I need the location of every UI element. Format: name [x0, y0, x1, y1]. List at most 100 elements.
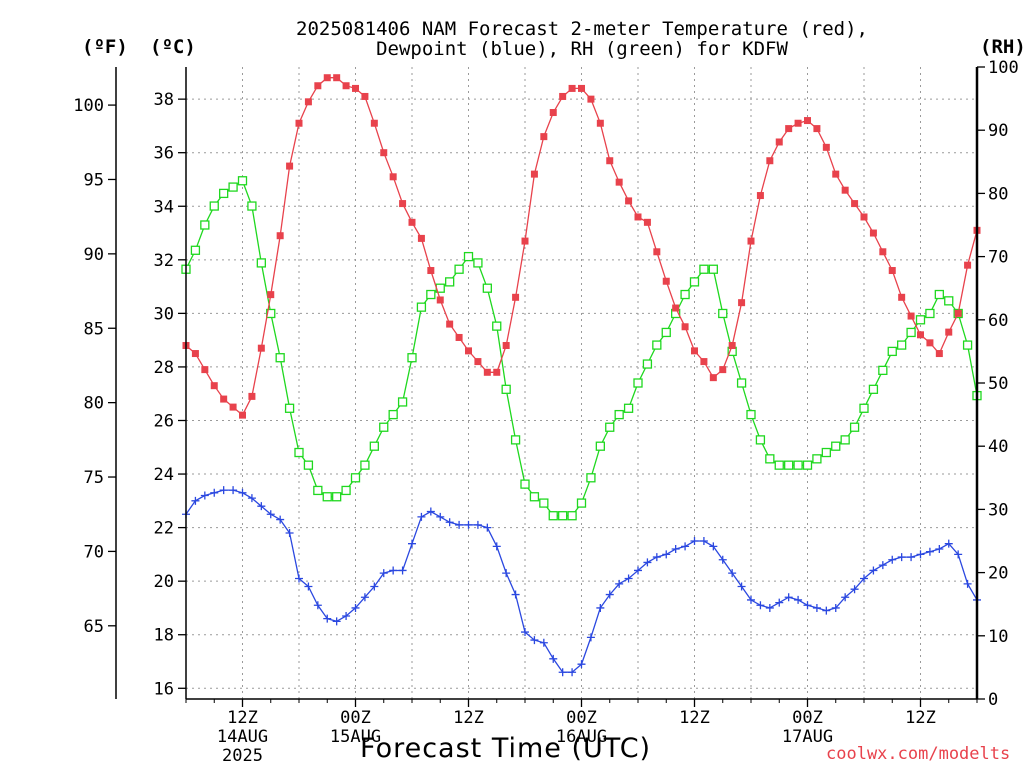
rh-point	[294, 447, 304, 458]
rh-tick-label: 60	[988, 311, 1008, 331]
celsius-tick-label: 38	[154, 90, 174, 110]
dewpoint-point	[737, 582, 746, 591]
x-date-label: 15AUG	[330, 727, 381, 747]
series-layer	[181, 74, 982, 677]
dewpoint-point	[860, 574, 868, 583]
credit-link[interactable]: coolwx.com/modelts	[826, 744, 1011, 764]
dewpoint-point	[483, 523, 492, 532]
temperature-point	[370, 119, 378, 127]
dewpoint-point	[417, 512, 426, 521]
temperature-point	[700, 358, 708, 366]
rh-point	[765, 454, 775, 464]
temperature-point	[549, 109, 557, 117]
dewpoint-point	[398, 566, 407, 575]
temperature-point	[653, 248, 661, 256]
dewpoint-point	[304, 582, 313, 591]
dewpoint-point	[577, 660, 586, 669]
rh-tick-label: 50	[988, 374, 1008, 394]
dewpoint-point	[878, 561, 887, 570]
rh-tick-label: 30	[988, 500, 1008, 520]
rh-point	[510, 435, 521, 445]
rh-point	[529, 492, 540, 502]
rh-point	[944, 296, 954, 306]
celsius-tick-label: 16	[154, 679, 174, 699]
celsius-tick-label: 32	[154, 251, 174, 271]
rh-tick-label: 10	[988, 627, 1008, 647]
rh-point	[200, 220, 210, 230]
dewpoint-point	[831, 603, 840, 612]
rh-point	[831, 441, 841, 451]
dewpoint-point	[539, 638, 548, 647]
temperature-point	[606, 157, 614, 165]
rh-point	[887, 346, 897, 357]
rh-point	[878, 365, 888, 376]
temperature-point	[257, 344, 265, 352]
temperature-point	[643, 218, 651, 226]
temperature-point	[634, 213, 642, 221]
dewpoint-point	[332, 617, 341, 626]
dewpoint-point	[200, 491, 209, 500]
rh-tick-label: 90	[988, 121, 1008, 141]
rh-tick-label: 80	[988, 184, 1008, 204]
dewpoint-point	[944, 539, 953, 548]
rh-point	[416, 302, 427, 312]
rh-point	[567, 511, 577, 521]
temperature-point	[738, 299, 746, 307]
temperature-point	[709, 374, 717, 382]
temperature-point	[220, 395, 228, 403]
temperature-point	[766, 157, 774, 165]
dewpoint-point	[803, 601, 812, 610]
rh-point	[784, 460, 794, 470]
rh-point	[586, 473, 596, 483]
temperature-point	[276, 232, 284, 240]
dewpoint-point	[379, 569, 388, 578]
rh-point	[708, 264, 718, 274]
x-date-label: 14AUG	[217, 727, 268, 747]
dewpoint-point	[728, 569, 737, 578]
dewpoint-point	[888, 555, 897, 564]
rh-point	[492, 321, 502, 331]
dewpoint-point	[502, 569, 511, 578]
rh-point	[699, 264, 709, 274]
temperature-point	[851, 200, 859, 208]
dewpoint-point	[285, 528, 294, 537]
temperature-point	[728, 342, 736, 350]
rh-tick-label: 40	[988, 437, 1008, 457]
dewpoint-point	[643, 558, 652, 567]
celsius-tick-label: 36	[154, 144, 174, 164]
x-tick-label: 00Z	[792, 708, 823, 728]
grid-lines	[185, 67, 978, 699]
temperature-point	[512, 293, 520, 301]
rh-point	[228, 182, 238, 192]
temperature-point	[408, 218, 416, 226]
temperature-point	[587, 95, 595, 103]
rh-point	[369, 441, 379, 451]
temperature-point	[559, 92, 567, 100]
rh-point	[868, 384, 879, 394]
temperature-point	[691, 347, 698, 355]
temperature-point	[446, 320, 454, 328]
rh-point	[463, 251, 474, 262]
dewpoint-point	[869, 566, 878, 575]
rh-point	[802, 460, 813, 470]
dewpoint-point	[690, 537, 699, 545]
dewpoint-point	[323, 614, 332, 623]
temperature-point	[879, 248, 887, 256]
temperature-point	[785, 125, 793, 133]
temperature-point	[286, 162, 294, 170]
dewpoint-point	[295, 574, 303, 583]
fahrenheit-tick-label: 80	[84, 394, 104, 414]
dewpoint-point	[784, 593, 793, 602]
dewpoint-point	[709, 542, 718, 551]
temperature-point	[662, 277, 670, 285]
rh-point	[689, 277, 700, 287]
rh-point	[341, 485, 351, 496]
temperature-point	[417, 234, 425, 242]
x-year-label: 2025	[222, 746, 263, 766]
rh-point	[284, 403, 295, 413]
rh-point	[313, 485, 323, 496]
rh-point	[209, 201, 219, 211]
temperature-point	[474, 358, 482, 366]
rh-point	[558, 511, 568, 521]
dewpoint-point	[897, 553, 906, 562]
